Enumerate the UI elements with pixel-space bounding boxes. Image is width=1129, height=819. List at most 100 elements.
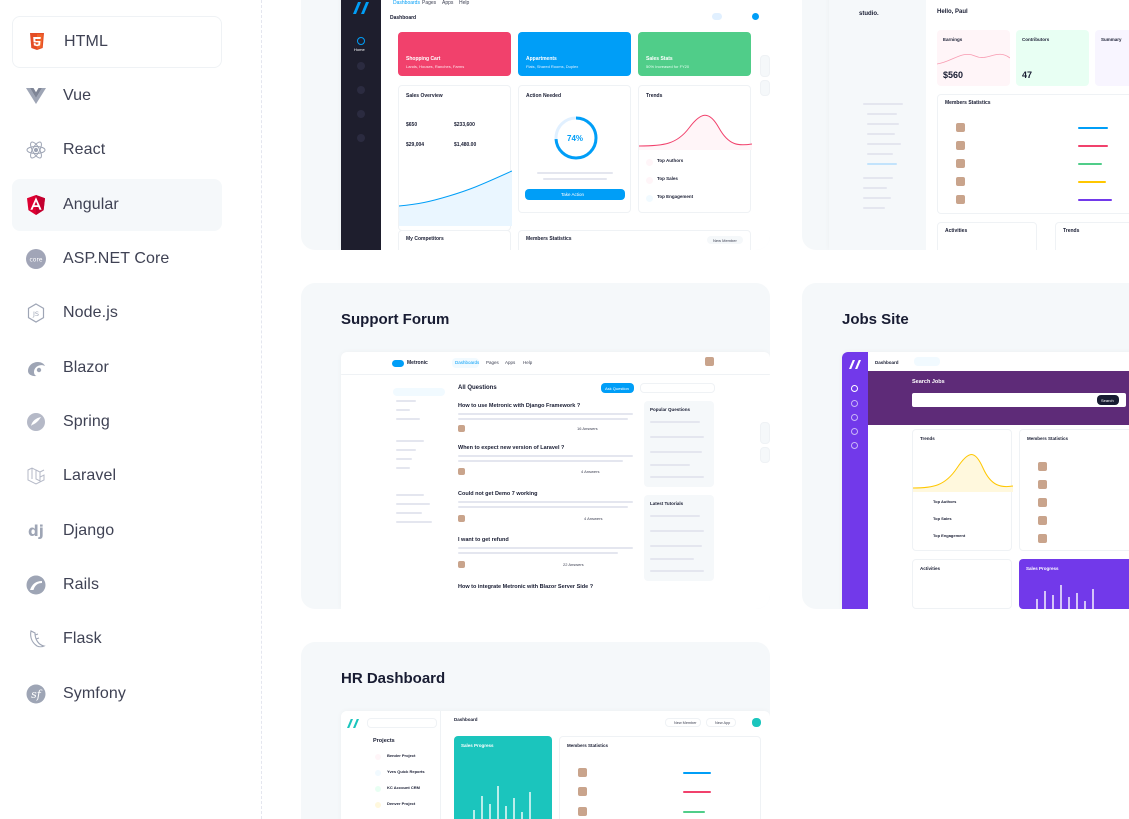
sidebar-item-nodejs[interactable]: JS Node.js	[12, 287, 222, 339]
explore-toggle[interactable]	[760, 55, 770, 77]
rails-icon	[26, 575, 46, 595]
question-title: When to expect new version of Laravel ?	[458, 445, 565, 451]
sidebar-item-html[interactable]: HTML	[12, 16, 222, 68]
sidebar-item-aspnet-core[interactable]: core ASP.NET Core	[12, 233, 222, 285]
question-title: I want to get refund	[458, 537, 509, 543]
card-appartments: Appartments Flats, Shared Rooms, Duplex	[518, 32, 631, 76]
nav-pages: Pages	[422, 0, 437, 6]
forum-brand: Metronic	[407, 360, 428, 366]
jobs-logo-icon	[849, 360, 861, 369]
demo-card-dashboard[interactable]: Home Dashboards Pages Apps Help Dashboar…	[301, 0, 770, 250]
demo-title: HR Dashboard	[341, 670, 446, 687]
help-icon	[357, 134, 365, 142]
angular-icon	[26, 195, 46, 215]
add-icon[interactable]	[752, 718, 761, 727]
metronic-logo-icon	[353, 2, 369, 14]
apps-icon	[357, 110, 365, 118]
jobs-trends-chart	[913, 454, 1013, 492]
sidebar-item-angular[interactable]: Angular	[12, 179, 222, 231]
sidebar-item-flask[interactable]: Flask	[12, 613, 222, 665]
sidebar-item-laravel[interactable]: Laravel	[12, 450, 222, 502]
sidebar-item-label: React	[63, 141, 106, 158]
nav-dashboards: Dashboards	[393, 0, 420, 6]
earnings-card: Earnings $560	[937, 30, 1010, 86]
dashboard-title: Dashboard	[390, 15, 417, 21]
greeting: Hello, Paul	[937, 9, 968, 15]
job-search-button[interactable]: Search	[1097, 395, 1119, 405]
forum-search-input[interactable]	[640, 383, 715, 393]
question-title: How to integrate Metronic with Blazor Se…	[458, 584, 594, 590]
demo-card-jobs-site[interactable]: Jobs Site Dashboard Search Jobs Search T…	[802, 283, 1129, 609]
framework-sidebar: HTML Vue React Angular core ASP.NET Core	[0, 0, 262, 819]
sidebar-item-label: Blazor	[63, 359, 109, 376]
trends-chart	[639, 114, 752, 150]
avatar	[705, 357, 714, 366]
jobs-aside	[842, 352, 868, 609]
new-app-button[interactable]: New App	[706, 718, 736, 727]
progress-ring	[554, 116, 598, 160]
popular-questions-card: Popular Questions	[644, 401, 714, 487]
demo-title: Support Forum	[341, 311, 450, 328]
sidebar-item-blazor[interactable]: Blazor	[12, 342, 222, 394]
explore-toggle[interactable]	[760, 422, 770, 444]
home-icon	[357, 37, 365, 45]
demo-card-studio[interactable]: studio. Hello, Paul Earnings $560 Contri…	[802, 0, 1129, 250]
help-toggle[interactable]	[760, 447, 770, 463]
all-questions-title: All Questions	[458, 385, 497, 391]
sidebar-item-symfony[interactable]: sf Symfony	[12, 668, 222, 720]
question-title: How to use Metronic with Django Framewor…	[458, 403, 581, 409]
sidebar-item-vue[interactable]: Vue	[12, 70, 222, 122]
card-shopping-cart: Shopping Cart Lands, Houses, Ranches, Fa…	[398, 32, 511, 76]
blazor-icon	[26, 358, 46, 378]
question-title: Could not get Demo 7 working	[458, 491, 538, 497]
sidebar-item-label: Spring	[63, 413, 110, 430]
sidebar-item-label: Rails	[63, 576, 100, 593]
new-member-button[interactable]: New Member	[707, 236, 743, 244]
sidebar-item-label: Flask	[63, 630, 102, 647]
new-member-button[interactable]: New Member	[665, 718, 701, 727]
nav-help: Help	[459, 0, 470, 6]
take-action-button[interactable]: Take Action	[525, 189, 625, 200]
hr-search-input[interactable]	[367, 718, 437, 728]
sidebar-item-label: Symfony	[63, 685, 126, 702]
progress-percent: 74%	[567, 134, 584, 143]
flask-icon	[26, 629, 46, 649]
sidebar-item-label: HTML	[64, 33, 108, 50]
members-statistics-card: Members Statistics New Member	[518, 230, 751, 250]
django-icon: dj	[26, 521, 46, 541]
react-icon	[26, 140, 46, 160]
ask-question-button[interactable]: Ask Question	[601, 383, 634, 393]
jobs-trends-card: Trends Top Authors Top Sales Top Engagem…	[912, 429, 1013, 551]
job-search-input[interactable]	[912, 393, 1126, 407]
vue-icon	[26, 86, 46, 106]
svg-text:JS: JS	[32, 310, 39, 318]
latest-tutorials-card: Latest Tutorials	[644, 495, 714, 581]
sidebar-item-label: Vue	[63, 87, 92, 104]
demo-card-hr-dashboard[interactable]: HR Dashboard Projects Bender Project Yve…	[301, 642, 770, 819]
nav-apps: Apps	[442, 0, 454, 6]
jobs-activities-card: Activities	[912, 559, 1012, 609]
action-needed-card: Action Needed 74% Take Action	[518, 85, 631, 213]
dashboard-screenshot: Home Dashboards Pages Apps Help Dashboar…	[341, 0, 770, 250]
help-toggle[interactable]	[760, 80, 770, 96]
jobs-screenshot: Dashboard Search Jobs Search Trends Top …	[842, 352, 1129, 609]
sidebar-item-django[interactable]: dj Django	[12, 505, 222, 557]
sidebar-item-spring[interactable]: Spring	[12, 396, 222, 448]
pages-icon	[357, 62, 365, 70]
contributors-card: Contributors 47	[1016, 30, 1089, 86]
sales-area-chart	[399, 170, 512, 226]
sidebar-item-rails[interactable]: Rails	[12, 559, 222, 611]
aspnet-core-icon: core	[26, 249, 46, 269]
summary-card: Summary	[1095, 30, 1129, 86]
sidebar-item-react[interactable]: React	[12, 124, 222, 176]
hr-logo-icon	[347, 719, 359, 728]
utilities-icon	[357, 86, 365, 94]
my-competitors-card: My Competitors	[398, 230, 511, 250]
sidebar-item-label: Angular	[63, 196, 119, 213]
studio-members-card: Members Statistics	[937, 94, 1129, 214]
demo-card-support-forum[interactable]: Support Forum Metronic Dashboards Pages …	[301, 283, 770, 609]
sidebar-item-label: Django	[63, 522, 115, 539]
sidebar-item-label: Laravel	[63, 467, 117, 484]
forum-screenshot: Metronic Dashboards Pages Apps Help All …	[341, 352, 770, 609]
